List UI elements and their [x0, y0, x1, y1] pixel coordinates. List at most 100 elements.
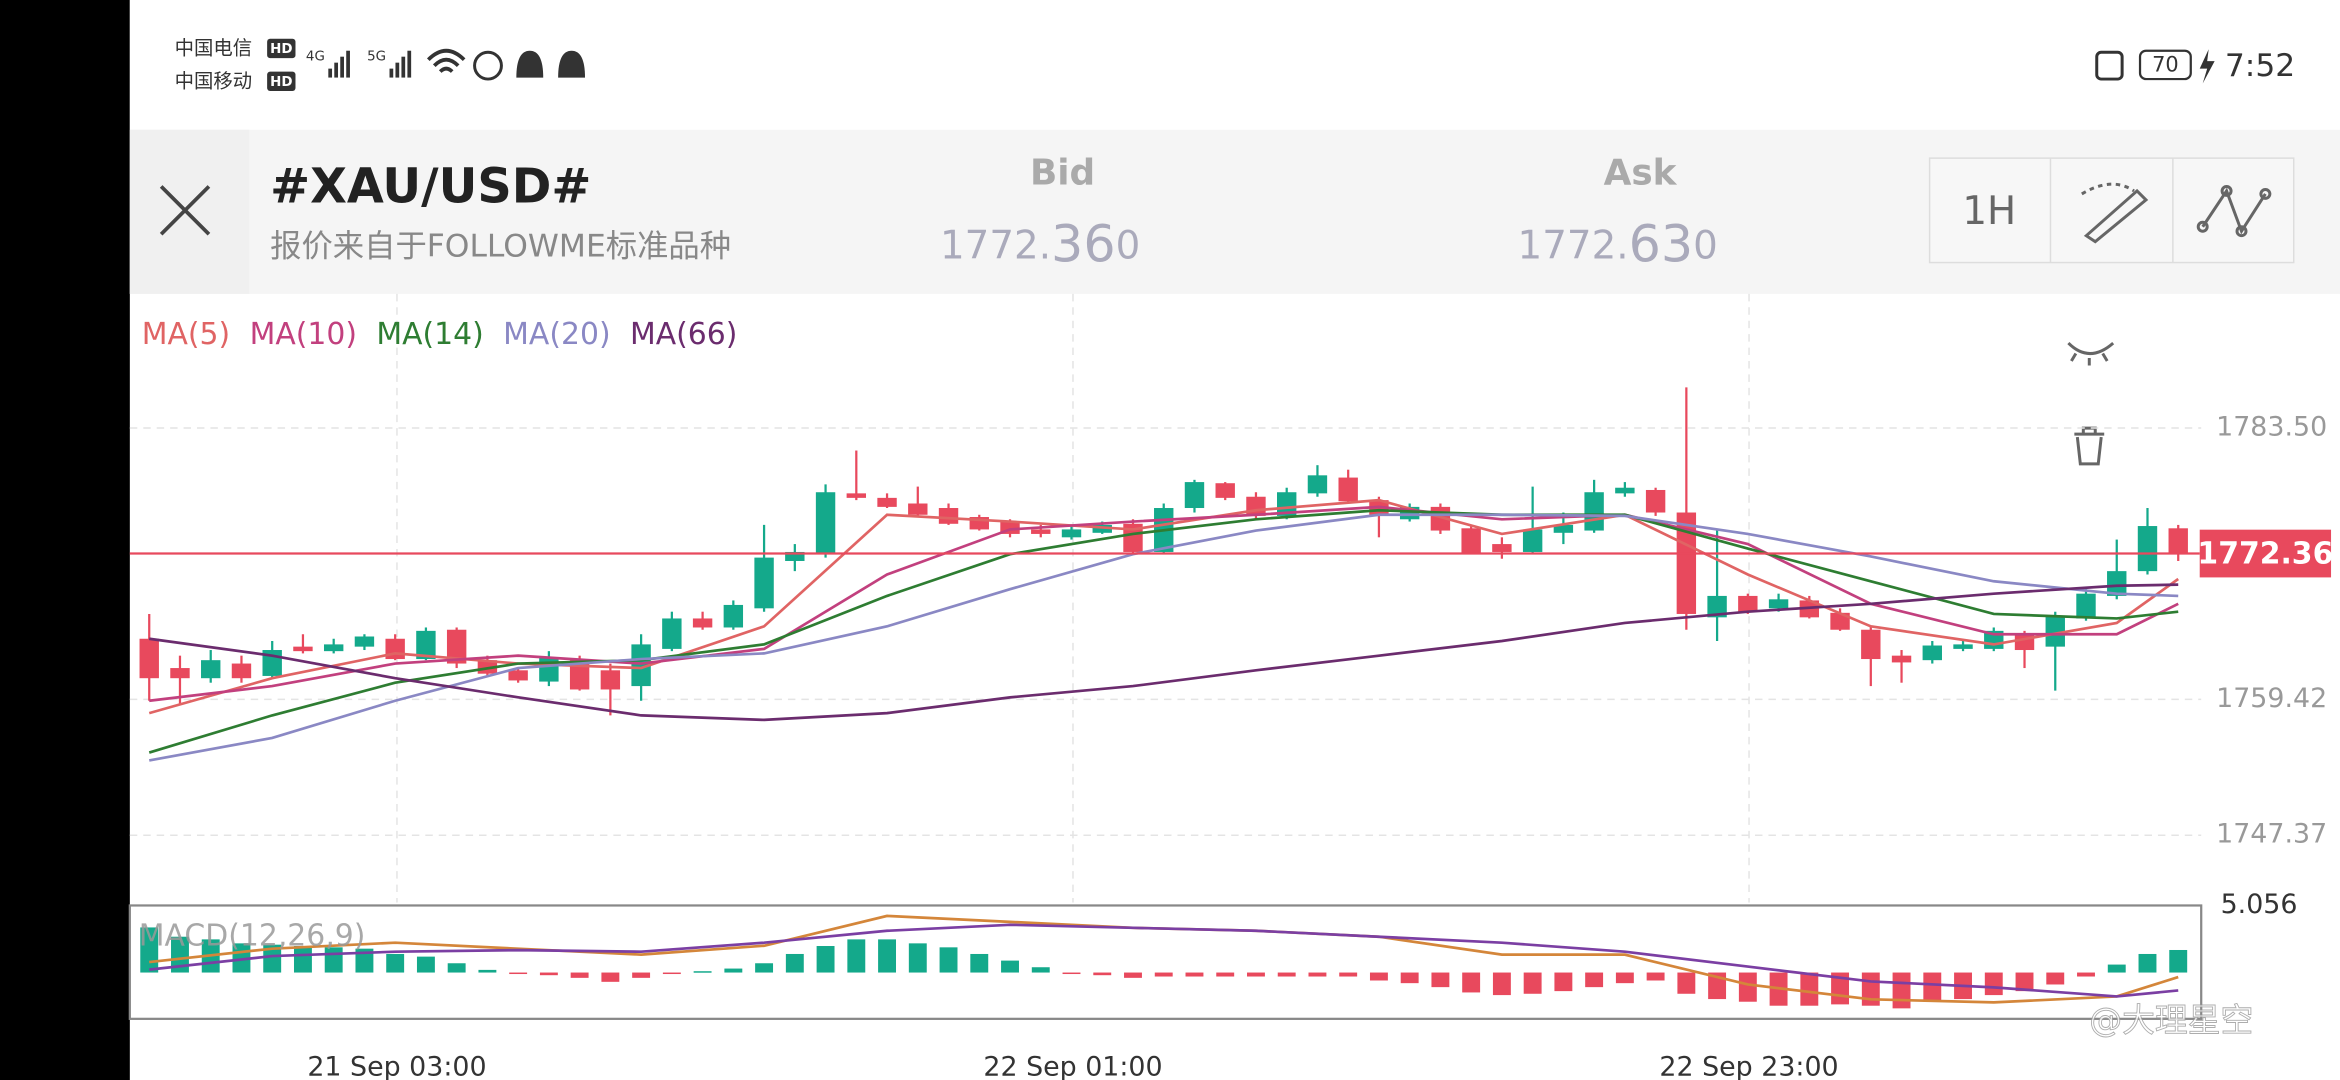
candle-body — [785, 551, 805, 561]
macd-bar — [478, 969, 497, 973]
candle-body — [723, 604, 744, 628]
candle-body — [1922, 645, 1942, 661]
candle-body — [1676, 512, 1697, 614]
macd-bar — [601, 972, 620, 982]
macd-bar — [539, 972, 558, 976]
macd-bar — [386, 953, 405, 973]
delete-icon[interactable] — [2074, 426, 2105, 466]
ask-label: Ask — [1604, 153, 1678, 194]
macd-bar — [263, 944, 282, 973]
candle-body — [2045, 616, 2065, 647]
draw-tool-button[interactable] — [2081, 182, 2149, 244]
candle-body — [1891, 655, 1912, 663]
macd-bar — [1369, 972, 1388, 981]
macd-bar — [724, 968, 743, 973]
signal-icon — [328, 50, 350, 78]
candle-body — [1307, 475, 1328, 494]
macd-bar — [939, 947, 958, 973]
macd-bar — [1523, 972, 1542, 994]
indicator-button[interactable] — [2196, 184, 2272, 238]
status-bar — [129, 0, 2340, 130]
y-tick-label: 1747.37 — [2216, 819, 2327, 850]
candle-body — [1061, 529, 1082, 538]
macd-bar — [416, 956, 435, 973]
macd-bar — [847, 939, 866, 973]
bid-price: 1772.360 — [940, 215, 1140, 274]
ask-price: 1772.630 — [1518, 215, 1718, 274]
legend-entry: MA(20) — [503, 317, 610, 352]
legend-entry: MA(5) — [142, 317, 230, 352]
ask-price-part: 1772. — [1518, 223, 1629, 268]
macd-bar — [1431, 972, 1450, 988]
macd-bar — [1093, 972, 1112, 976]
charging-icon — [2199, 49, 2215, 84]
macd-bar — [1585, 972, 1604, 988]
ma-line — [149, 505, 2179, 703]
qq-icon — [516, 50, 544, 78]
macd-bar — [2107, 964, 2126, 973]
candle-body — [1953, 644, 1973, 649]
macd-bar — [570, 972, 589, 978]
candle-body — [1338, 477, 1358, 502]
macd-bar — [1185, 972, 1204, 977]
candle-body — [1461, 528, 1481, 554]
macd-bar — [2077, 972, 2095, 977]
candle-body — [170, 668, 190, 679]
macd-panel — [128, 904, 2203, 1020]
macd-bar — [293, 946, 312, 973]
candle-body — [846, 493, 867, 498]
macd-bar — [1216, 972, 1235, 977]
macd-bar — [1646, 972, 1665, 981]
macd-bar — [355, 948, 374, 973]
battery-icon — [2138, 49, 2192, 81]
carrier: 中国移动 — [175, 70, 253, 93]
macd-bar — [1154, 972, 1173, 977]
interval-label: 1H — [1962, 189, 2016, 234]
wifi-icon — [426, 48, 466, 73]
hide-icon[interactable] — [2067, 341, 2115, 366]
candle-body — [1184, 482, 1205, 509]
macd-bar — [171, 936, 189, 973]
close-button[interactable] — [129, 129, 250, 294]
candle-body — [938, 508, 959, 524]
bid-price-part: 36 — [1051, 215, 1116, 274]
candle-body — [692, 618, 713, 628]
ma-line — [148, 508, 2179, 754]
candle-body — [1861, 629, 1881, 660]
candle-body — [1277, 492, 1297, 516]
x-tick-label: 22 Sep 01:00 — [983, 1052, 1162, 1080]
macd-bar — [1001, 960, 1019, 973]
candle-body — [2168, 528, 2188, 554]
candle-body — [508, 670, 528, 681]
candle-body — [231, 663, 252, 679]
macd-bar — [632, 972, 651, 978]
ma-line — [149, 583, 2179, 722]
macd-bar — [1984, 972, 2003, 996]
legend-entry: MA(66) — [630, 317, 737, 352]
macd-bar — [908, 943, 927, 973]
candle-body — [354, 636, 375, 647]
candle-body — [1645, 489, 1666, 513]
candle-body — [1522, 529, 1543, 552]
legend-entry: MA(14) — [376, 317, 483, 352]
macd-bar — [1615, 972, 1634, 984]
macd-bar — [878, 939, 897, 973]
battery-level: 70 — [2152, 53, 2179, 77]
macd-line — [149, 923, 2179, 998]
hd-badge — [267, 71, 296, 91]
macd-bar — [693, 971, 712, 973]
chart-layer: 21 Sep 03:00 22 Sep 01:00 22 Sep 23:00 1783… — [129, 293, 2333, 1080]
watermark: @大理星空 — [2089, 1001, 2253, 1039]
macd-bar — [1124, 972, 1142, 978]
network: 5G — [367, 50, 386, 65]
candle-body — [1615, 487, 1635, 494]
macd-bar — [1462, 972, 1481, 993]
macd-bar — [2138, 953, 2157, 973]
candle-body — [1092, 524, 1112, 533]
candle-body — [139, 638, 159, 679]
bid-label: Bid — [1030, 153, 1095, 194]
candle-body — [446, 629, 467, 664]
hd-label: HD — [270, 75, 292, 90]
candle-body — [754, 557, 774, 609]
last-price-badge — [2199, 529, 2332, 578]
